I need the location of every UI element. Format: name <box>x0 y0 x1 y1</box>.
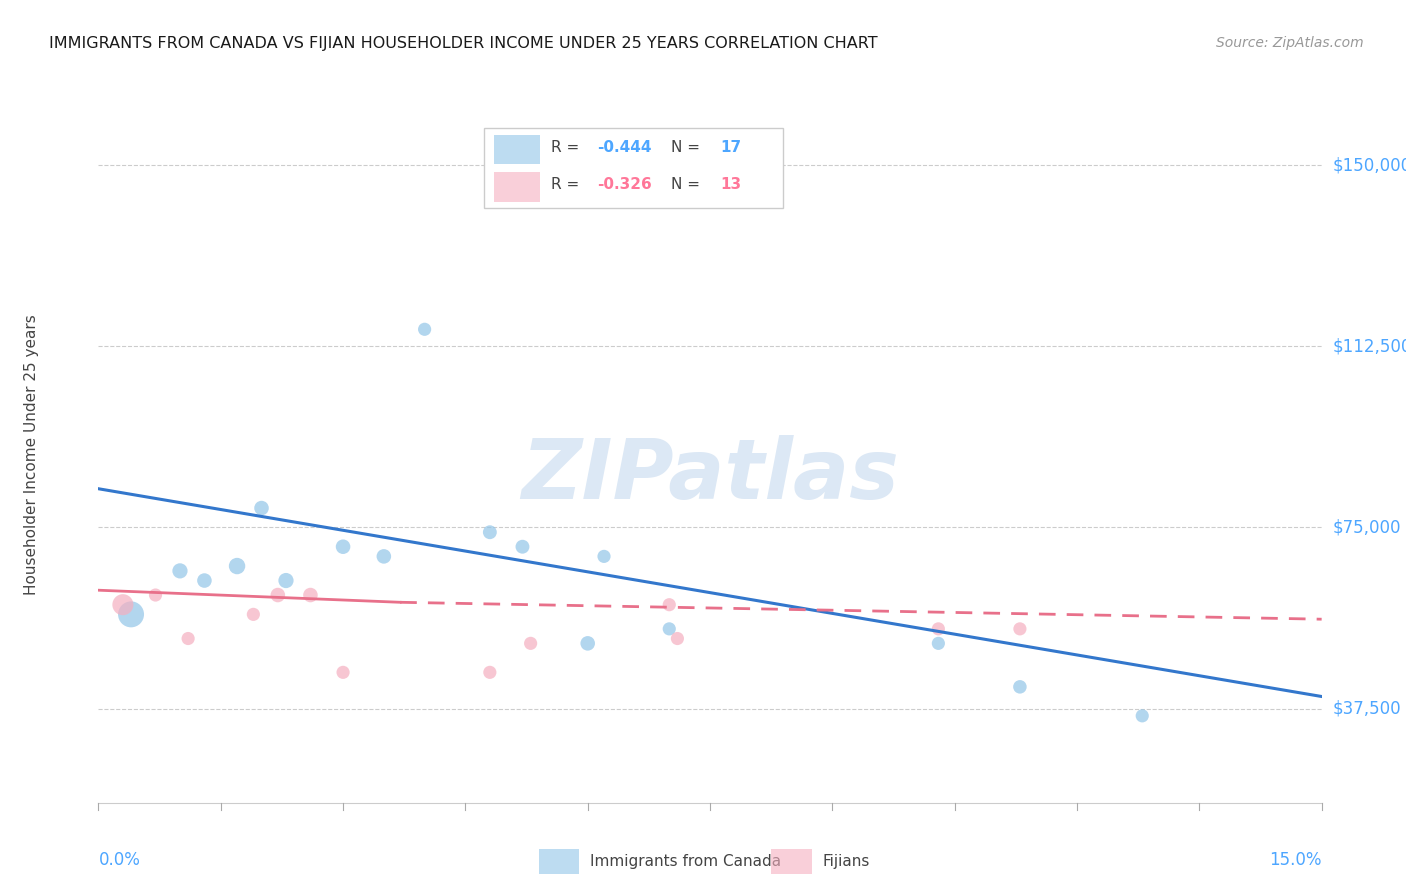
Text: N =: N = <box>671 140 704 154</box>
Point <box>593 549 616 564</box>
Point <box>927 636 949 650</box>
Point <box>1008 680 1031 694</box>
Text: Fijians: Fijians <box>823 855 870 870</box>
Point <box>373 549 395 564</box>
Point <box>519 636 541 650</box>
Point <box>658 622 681 636</box>
Point <box>145 588 167 602</box>
Point <box>478 665 501 680</box>
Point <box>332 540 354 554</box>
Text: Immigrants from Canada: Immigrants from Canada <box>591 855 782 870</box>
Point <box>666 632 689 646</box>
Text: 13: 13 <box>720 178 741 192</box>
FancyBboxPatch shape <box>772 849 811 874</box>
FancyBboxPatch shape <box>494 172 540 202</box>
FancyBboxPatch shape <box>484 128 783 208</box>
Point <box>478 525 501 540</box>
Point <box>512 540 534 554</box>
Point <box>111 598 134 612</box>
Point <box>120 607 142 622</box>
Text: R =: R = <box>551 140 583 154</box>
Point <box>927 622 949 636</box>
Point <box>274 574 297 588</box>
Text: $37,500: $37,500 <box>1333 699 1402 717</box>
Text: $75,000: $75,000 <box>1333 518 1402 536</box>
Text: -0.326: -0.326 <box>598 178 652 192</box>
Point <box>1008 622 1031 636</box>
Point <box>193 574 215 588</box>
Point <box>299 588 322 602</box>
Point <box>332 665 354 680</box>
Text: -0.444: -0.444 <box>598 140 652 154</box>
Point <box>226 559 249 574</box>
Text: R =: R = <box>551 178 583 192</box>
Point <box>576 636 599 650</box>
FancyBboxPatch shape <box>494 135 540 164</box>
Point <box>413 322 436 336</box>
Text: 17: 17 <box>720 140 741 154</box>
Text: ZIPatlas: ZIPatlas <box>522 435 898 516</box>
Point <box>658 598 681 612</box>
Text: IMMIGRANTS FROM CANADA VS FIJIAN HOUSEHOLDER INCOME UNDER 25 YEARS CORRELATION C: IMMIGRANTS FROM CANADA VS FIJIAN HOUSEHO… <box>49 36 877 51</box>
Text: N =: N = <box>671 178 704 192</box>
Point <box>267 588 290 602</box>
Text: $150,000: $150,000 <box>1333 156 1406 174</box>
FancyBboxPatch shape <box>538 849 579 874</box>
Text: $112,500: $112,500 <box>1333 337 1406 355</box>
Point <box>242 607 264 622</box>
Text: Householder Income Under 25 years: Householder Income Under 25 years <box>24 315 38 595</box>
Text: 15.0%: 15.0% <box>1270 851 1322 869</box>
Text: Source: ZipAtlas.com: Source: ZipAtlas.com <box>1216 36 1364 50</box>
Point <box>250 501 273 516</box>
Point <box>169 564 191 578</box>
Text: 0.0%: 0.0% <box>98 851 141 869</box>
Point <box>1130 708 1153 723</box>
Point <box>177 632 200 646</box>
